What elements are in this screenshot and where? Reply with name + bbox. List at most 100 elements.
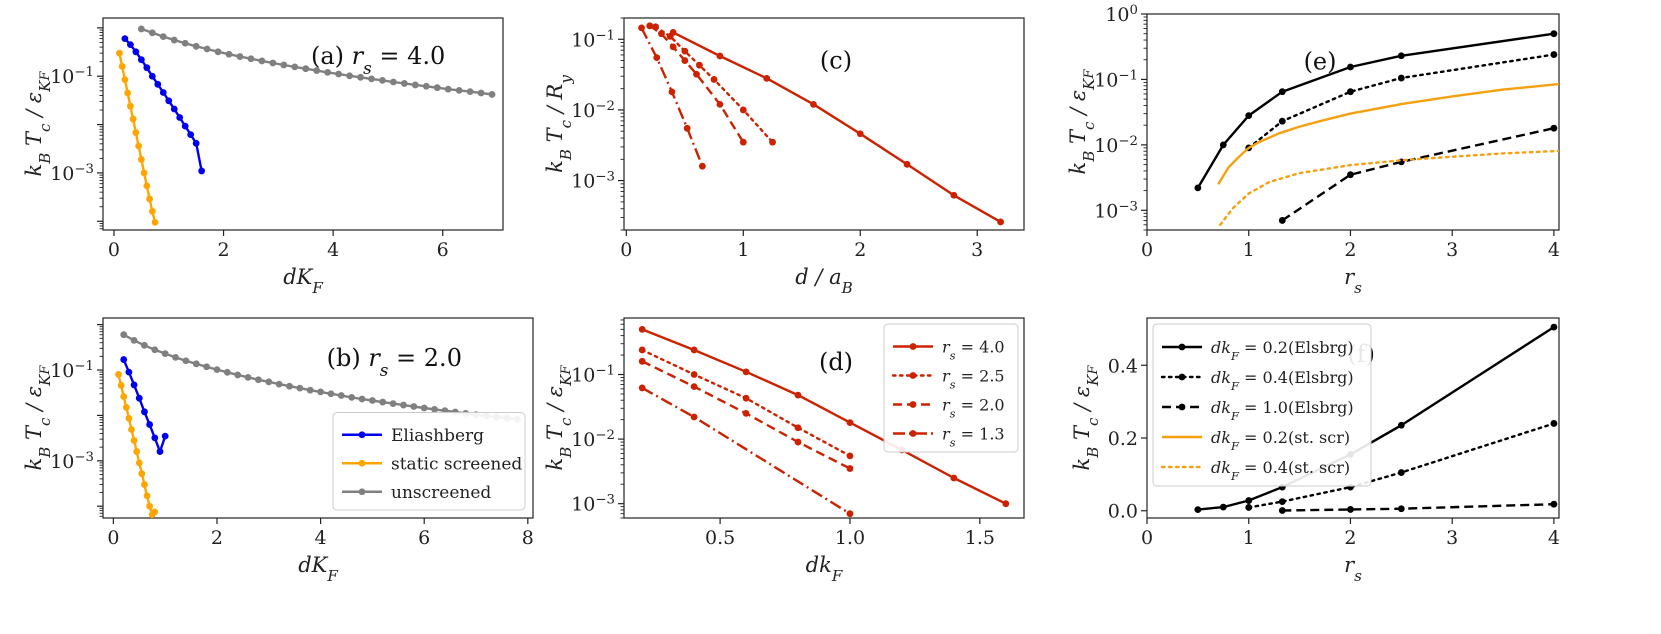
data-point — [646, 22, 654, 30]
data-point — [151, 508, 159, 516]
data-point — [348, 393, 356, 401]
x-tick-label: 0.5 — [705, 527, 735, 549]
data-point — [1550, 124, 1558, 132]
data-point — [1194, 184, 1202, 192]
data-point — [120, 393, 128, 400]
y-tick-label: 0.2 — [1108, 428, 1138, 450]
data-point — [739, 106, 747, 114]
data-point — [903, 160, 911, 168]
legend-label: rs​ = 2.5 — [942, 367, 1005, 392]
legend-label: static screened — [391, 454, 522, 474]
legend-marker — [909, 401, 917, 408]
y-axis-label: kB Tc / εKF​ — [543, 365, 575, 471]
data-point — [203, 45, 211, 53]
data-point — [121, 35, 129, 42]
data-point — [198, 167, 206, 175]
y-axis-label: kB Tc / εKF​ — [22, 365, 54, 471]
series-line-r-s-1-3 — [641, 386, 851, 515]
data-point — [477, 89, 485, 97]
data-point — [1278, 117, 1286, 125]
data-point — [658, 30, 665, 38]
data-point — [148, 29, 156, 37]
data-point — [1550, 30, 1558, 38]
data-point — [280, 61, 288, 69]
data-point — [690, 383, 698, 390]
data-point — [638, 357, 646, 365]
data-point — [488, 91, 496, 98]
y-tick-label: 10−2 — [1094, 133, 1138, 157]
data-point — [146, 421, 154, 428]
y-axis-label: kB Tc / Ry — [543, 75, 575, 173]
data-point — [690, 413, 698, 421]
x-tick-label: 1.0 — [835, 527, 865, 549]
data-point — [156, 448, 164, 455]
data-point — [146, 502, 154, 510]
data-point — [234, 371, 242, 379]
data-point — [1278, 498, 1286, 506]
legend-f: dkF​ = 0.2(Elsbrg) dkF​ = 0.4(Elsbrg) dkF​… — [1152, 323, 1372, 487]
data-point — [335, 70, 343, 78]
data-point — [214, 48, 222, 56]
data-point — [176, 114, 184, 121]
data-point — [236, 53, 244, 60]
legend-marker — [1178, 403, 1186, 411]
data-point — [255, 376, 262, 384]
data-point — [379, 76, 386, 84]
data-point — [710, 76, 718, 83]
x-axis-label: dKF — [298, 553, 338, 585]
series-line-r-s-4-0 — [641, 328, 1007, 505]
data-point — [141, 341, 148, 349]
x-axis-label: dKF — [283, 265, 323, 297]
y-tick-label: 10−2 — [571, 428, 615, 452]
data-point — [411, 81, 419, 89]
data-point — [223, 368, 231, 376]
data-point — [763, 74, 771, 82]
data-point — [668, 88, 676, 96]
data-point — [154, 80, 162, 88]
data-point — [317, 388, 324, 396]
data-point — [1550, 51, 1558, 58]
data-point — [1194, 506, 1202, 514]
y-axis-label: kB Tc / εKF​ — [1070, 365, 1102, 471]
data-point — [146, 195, 153, 203]
panel-b: 0 2 4 6 8 10−1 10−3 dKF kB Tc / εKF​ (b) rs​ = 2.… — [22, 317, 534, 585]
data-point — [137, 156, 145, 163]
panel-e: 0 1 2 3 4 100 10−1 10−2 10−3 rs kB Tc / εKF​ (e) — [1066, 3, 1560, 298]
data-point — [286, 382, 293, 390]
legend-label: rs​ = 2.0 — [942, 396, 1005, 421]
y-tick-label: 10−3 — [571, 169, 615, 193]
x-axis-label: rs — [1344, 265, 1362, 297]
data-point — [181, 39, 189, 47]
legend-marker — [909, 372, 917, 379]
data-point — [192, 42, 200, 50]
data-point — [1245, 504, 1253, 511]
x-tick-label: 8 — [522, 527, 534, 549]
data-point — [141, 481, 148, 488]
data-point — [1347, 506, 1354, 513]
x-tick-label: 0 — [107, 527, 119, 549]
x-tick-label: 3 — [1446, 239, 1458, 261]
y-tick-label: 10−1 — [571, 28, 615, 52]
data-point — [327, 390, 335, 398]
legend-box — [332, 412, 526, 511]
data-point — [306, 386, 314, 394]
x-tick-label: 2 — [218, 239, 230, 261]
data-point — [769, 138, 776, 146]
panel-d: 0.5 1.0 1.5 10−1 10−2 10−3 dkF kB Tc / εKF​ (d) r… — [543, 317, 1025, 585]
data-point — [1347, 88, 1354, 96]
data-point — [126, 102, 134, 110]
panel-annotation: (c) — [820, 46, 852, 74]
data-point — [116, 49, 123, 57]
data-point — [269, 59, 277, 67]
data-point — [690, 371, 698, 378]
x-tick-label: 3 — [1446, 527, 1458, 549]
data-point — [683, 124, 691, 132]
data-point — [846, 419, 854, 427]
data-point — [125, 368, 133, 376]
data-point — [247, 55, 255, 63]
x-tick-label: 0 — [1141, 239, 1153, 261]
y-axis-label: kB Tc / εKF​ — [22, 71, 54, 177]
data-point — [742, 394, 750, 402]
